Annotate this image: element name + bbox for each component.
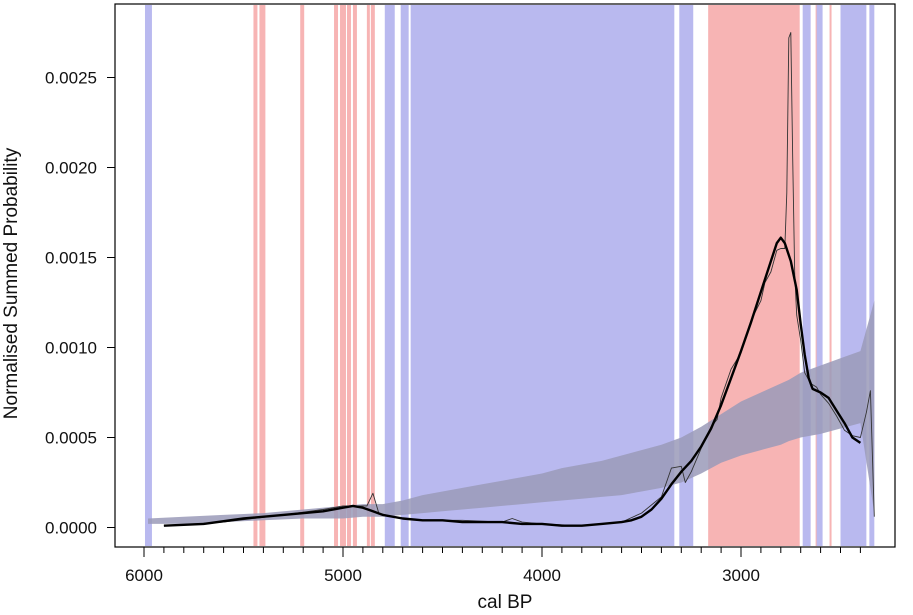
x-tick-label: 3000 — [722, 566, 760, 585]
positive-deviation-band-9 — [708, 5, 800, 546]
y-tick-label: 0.0020 — [45, 159, 97, 178]
positive-deviation-band-3 — [334, 5, 339, 546]
x-tick-label: 5000 — [324, 566, 362, 585]
plot-frame — [114, 3, 896, 548]
positive-deviation-band-8 — [370, 5, 375, 546]
negative-deviation-band-4 — [679, 5, 694, 546]
negative-deviation-band-7 — [840, 5, 867, 546]
positive-deviation-band-11 — [829, 5, 832, 546]
positive-deviation-band-1 — [259, 5, 266, 546]
observed-series — [163, 32, 875, 527]
x-axis-title: cal BP — [478, 592, 533, 613]
y-axis: 0.0000 0.0005 0.0010 0.0015 0.0020 0.0025 — [45, 69, 115, 538]
y-tick-label: 0.0015 — [45, 249, 97, 268]
positive-deviation-band-7 — [366, 5, 370, 546]
positive-deviation-band-0 — [253, 5, 258, 546]
x-axis: 6000 5000 4000 3000 — [125, 547, 861, 585]
positive-deviation-band-5 — [346, 5, 351, 546]
y-tick-label: 0.0005 — [45, 429, 97, 448]
negative-deviation-band-1 — [384, 5, 395, 546]
observed-smoothed-line — [163, 236, 862, 527]
x-tick-label: 4000 — [523, 566, 561, 585]
negative-deviation-band-5 — [802, 5, 811, 546]
y-tick-label: 0.0025 — [45, 69, 97, 88]
positive-deviation-band-2 — [300, 5, 305, 546]
x-tick-label: 6000 — [125, 566, 163, 585]
y-axis-title: Normalised Summed Probability — [1, 147, 22, 419]
positive-deviation-band-6 — [352, 5, 357, 546]
negative-deviation-band-6 — [816, 5, 823, 546]
negative-deviation-band-2 — [400, 5, 409, 546]
negative-deviation-band-0 — [144, 5, 152, 546]
negative-deviation-band-8 — [869, 5, 875, 546]
y-tick-label: 0.0010 — [45, 339, 97, 358]
deviation-intervals — [144, 5, 875, 546]
y-tick-label: 0.0000 — [45, 519, 97, 538]
positive-deviation-band-4 — [340, 5, 346, 546]
